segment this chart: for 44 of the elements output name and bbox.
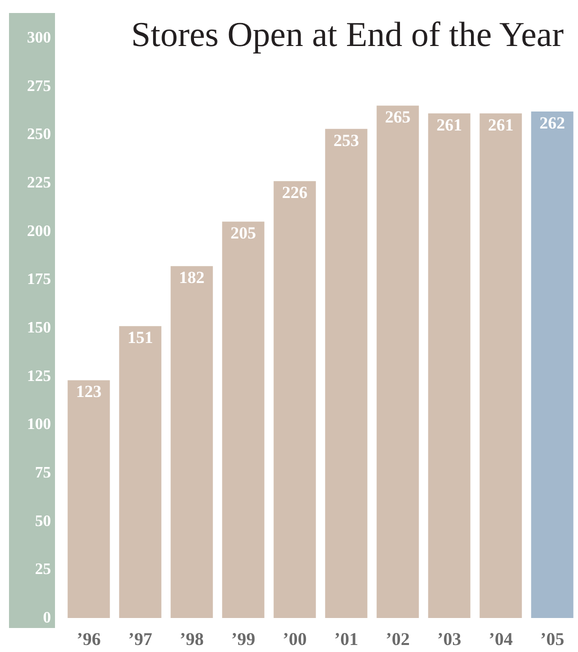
data-label: 262 bbox=[540, 113, 565, 132]
bar bbox=[325, 128, 368, 618]
x-tick-label: ’99 bbox=[231, 629, 256, 649]
chart-title: Stores Open at End of the Year bbox=[131, 15, 564, 54]
data-label: 123 bbox=[76, 382, 102, 402]
y-tick-label: 50 bbox=[35, 512, 51, 530]
data-label: 182 bbox=[179, 268, 204, 288]
x-tick-label: ’97 bbox=[128, 629, 152, 649]
bar bbox=[274, 181, 316, 618]
y-tick-label: 250 bbox=[27, 126, 51, 144]
bar bbox=[428, 113, 470, 618]
data-label: 261 bbox=[436, 115, 462, 134]
data-label: 265 bbox=[385, 108, 410, 127]
data-label: 226 bbox=[282, 183, 308, 202]
y-tick-label: 300 bbox=[27, 30, 51, 46]
bar bbox=[480, 113, 522, 618]
x-tick-label: ’98 bbox=[180, 629, 204, 649]
y-tick-label: 150 bbox=[27, 320, 51, 336]
y-tick-label: 200 bbox=[27, 222, 51, 240]
bar bbox=[376, 106, 419, 618]
bar bbox=[68, 380, 110, 618]
y-tick-label: 0 bbox=[43, 610, 51, 626]
y-tick-label: 225 bbox=[27, 174, 51, 192]
x-tick-label: ’05 bbox=[540, 629, 564, 649]
bar bbox=[119, 326, 162, 618]
x-tick-label: ’01 bbox=[334, 629, 358, 649]
y-tick-label: 175 bbox=[27, 271, 51, 288]
x-tick-label: ’96 bbox=[76, 629, 101, 649]
y-tick-label: 75 bbox=[35, 464, 51, 482]
bar bbox=[170, 266, 213, 618]
y-tick-label: 25 bbox=[35, 561, 51, 578]
x-tick-label: ’02 bbox=[386, 629, 410, 649]
bar bbox=[222, 222, 264, 618]
bar bbox=[531, 111, 574, 618]
x-tick-label: ’03 bbox=[437, 629, 462, 649]
data-label: 151 bbox=[128, 328, 153, 348]
y-tick-label: 100 bbox=[27, 416, 51, 434]
data-label: 261 bbox=[488, 115, 514, 134]
x-tick-label: ’04 bbox=[488, 629, 513, 649]
data-label: 205 bbox=[230, 224, 256, 243]
y-tick-label: 125 bbox=[27, 368, 51, 385]
x-tick-label: ’00 bbox=[282, 629, 307, 649]
y-tick-label: 275 bbox=[27, 78, 51, 95]
data-label: 253 bbox=[334, 130, 359, 150]
